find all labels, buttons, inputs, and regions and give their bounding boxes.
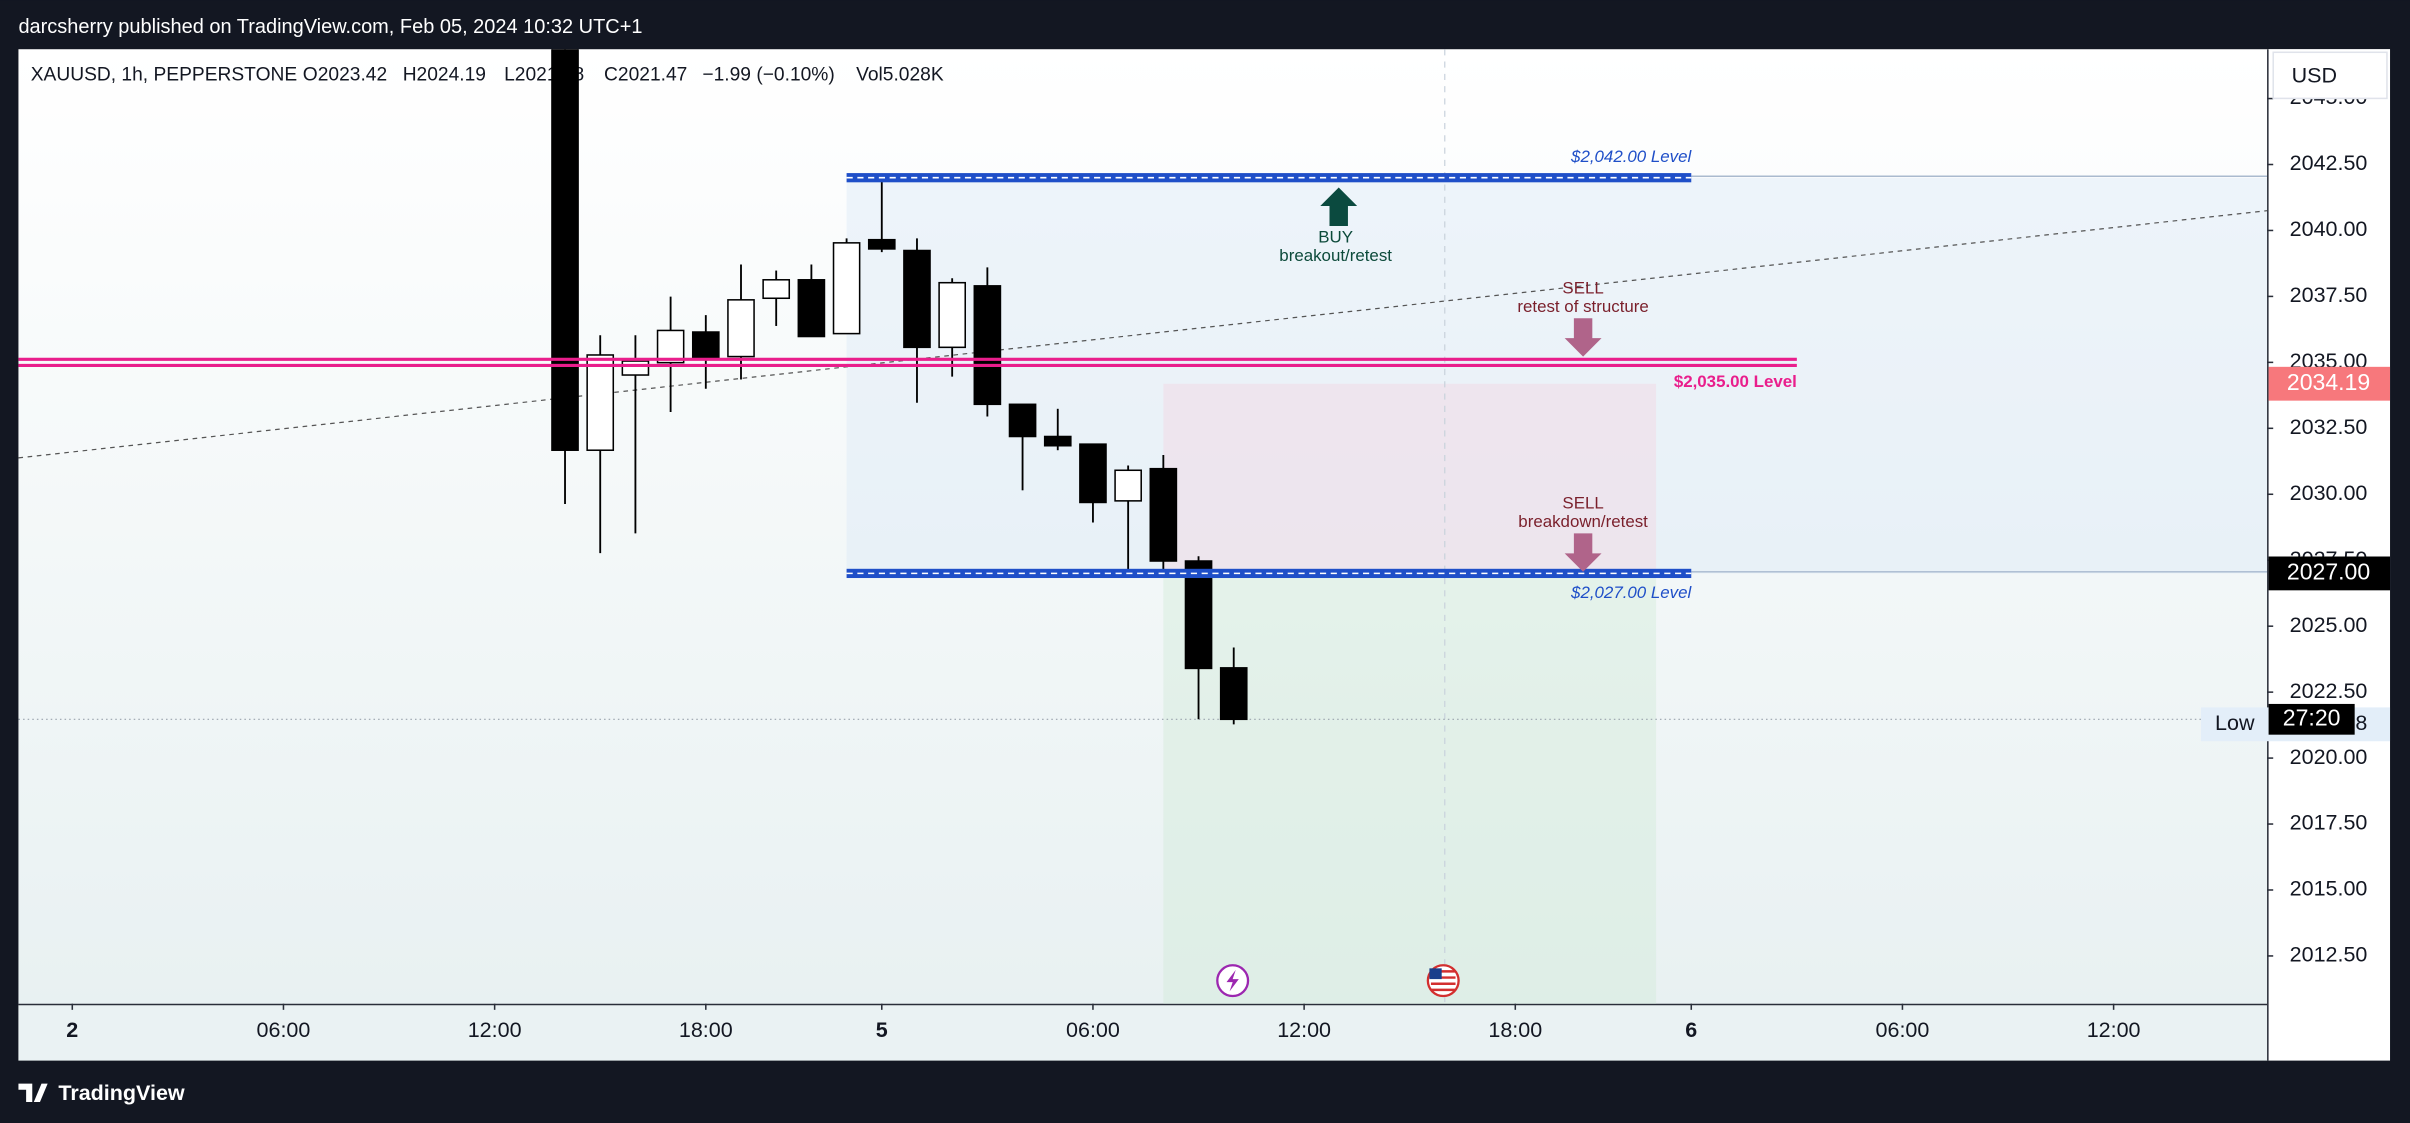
candle-body [1149, 467, 1178, 562]
legend-close: C2021.47 [604, 64, 687, 85]
arrow-down [1564, 318, 1602, 357]
candle-body [1008, 403, 1037, 438]
candle-body [656, 329, 685, 364]
candle-body [551, 49, 579, 451]
time-axis [18, 1003, 2268, 1061]
arrow-down [1564, 533, 1602, 572]
x-tick-label: 06:00 [1876, 1018, 1930, 1042]
price-tag-bg [2268, 366, 2391, 401]
y-tick-label: 2032.50 [2290, 415, 2368, 439]
plot: XAUUSD, 1h, PEPPERSTONE O2023.42 H2024.19 L… [18, 49, 2268, 1004]
candle-body [762, 279, 791, 300]
legend-open: O2023.42 [303, 64, 387, 85]
candle-body [973, 285, 1002, 406]
price-axis [2267, 49, 2391, 1061]
x-tick-label: 18:00 [1488, 1018, 1542, 1042]
x-tick-label: 12:00 [468, 1018, 522, 1042]
legend-symbol: XAUUSD, 1h, PEPPERSTONE [31, 64, 297, 85]
countdown: 27:20 [2283, 704, 2341, 730]
candle-body [1079, 443, 1107, 504]
level-label: $2,027.00 Level [1570, 583, 1692, 602]
price-tag-label: 2034.19 [2287, 369, 2370, 395]
candle-body [727, 299, 755, 358]
target-zone [1163, 573, 1657, 1004]
candle-body [1114, 469, 1142, 502]
candle-body [691, 331, 720, 359]
candle-body [797, 279, 826, 338]
trendline [18, 210, 2268, 459]
annotation-title: SELL [1562, 494, 1603, 513]
y-tick-label: 2037.50 [2290, 283, 2368, 307]
axes: 2012.50 2015.00 2017.50 2020.00 2022.50 2025.… [66, 51, 2391, 1042]
candle-body [586, 354, 615, 451]
y-tick-label: 2030.00 [2290, 481, 2368, 505]
candle-body [1219, 667, 1248, 721]
y-tick-label: 2020.00 [2290, 745, 2368, 769]
annotation-title: BUY [1318, 228, 1353, 247]
legend-change: −1.99 (−0.10%) [702, 64, 834, 85]
y-tick-label: 2040.00 [2290, 217, 2368, 241]
flag-canton [1429, 968, 1442, 980]
countdown-bg [2268, 703, 2355, 735]
candle-body [867, 238, 896, 250]
candle-body [938, 281, 967, 349]
y-tick-label: 2012.50 [2290, 943, 2368, 967]
annotation-text: breakdown/retest [1518, 512, 1648, 531]
y-tick-label: 2042.50 [2290, 151, 2368, 175]
y-tick-label: 2017.50 [2290, 811, 2368, 835]
level-label: $2,042.00 Level [1570, 147, 1692, 166]
header-text: darcsherry published on TradingView.com,… [18, 16, 642, 38]
event-icon-bolt [1226, 969, 1239, 992]
y-tick-label: 2015.00 [2290, 877, 2368, 901]
x-tick-label: 12:00 [1277, 1018, 1331, 1042]
candle-body [903, 249, 931, 349]
x-tick-label: 06:00 [257, 1018, 311, 1042]
candle-body [1043, 435, 1072, 447]
annotation-text: breakout/retest [1279, 246, 1392, 265]
logo-mark [18, 1083, 48, 1103]
y-tick-label: 2025.00 [2290, 613, 2368, 637]
x-tick-label: 6 [1685, 1018, 1697, 1042]
level-label: $2,035.00 Level [1674, 372, 1797, 391]
brand: TradingView [58, 1081, 185, 1105]
low-tag-title: Low [2215, 711, 2255, 735]
annotation-text: retest of structure [1517, 297, 1648, 316]
legend-high: H2024.19 [403, 64, 486, 85]
candle-body [1184, 560, 1213, 670]
y-tick-label: 2022.50 [2290, 679, 2368, 703]
legend-volume: Vol5.028K [856, 64, 944, 85]
price-tag-bg [2268, 556, 2391, 591]
annotation-title: SELL [1562, 278, 1603, 297]
currency-box [2272, 51, 2388, 100]
x-tick-label: 18:00 [679, 1018, 733, 1042]
arrow-up [1320, 187, 1358, 226]
candle-body [621, 360, 650, 376]
currency: USD [2292, 64, 2337, 88]
x-tick-label: 2 [66, 1018, 78, 1042]
x-tick-label: 5 [876, 1018, 888, 1042]
footer-logo: TradingView [18, 1081, 185, 1105]
x-tick-label: 06:00 [1066, 1018, 1120, 1042]
candle-body [832, 242, 861, 335]
x-tick-label: 12:00 [2087, 1018, 2141, 1042]
price-tag-label: 2027.00 [2287, 559, 2370, 585]
